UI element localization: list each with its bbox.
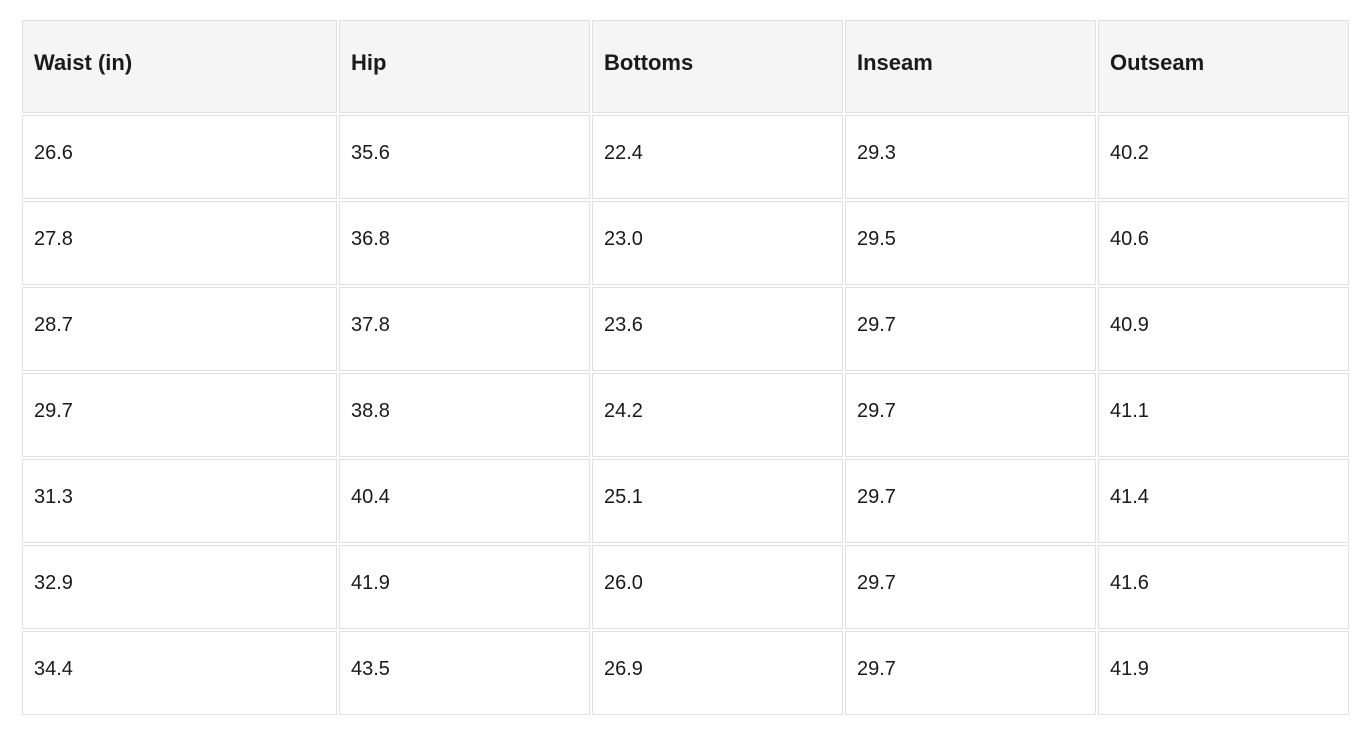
cell-hip: 43.5	[339, 631, 590, 715]
cell-outseam: 40.2	[1098, 115, 1349, 199]
column-header-inseam: Inseam	[845, 20, 1096, 113]
cell-hip: 36.8	[339, 201, 590, 285]
cell-hip: 41.9	[339, 545, 590, 629]
cell-inseam: 29.7	[845, 373, 1096, 457]
cell-outseam: 40.9	[1098, 287, 1349, 371]
cell-bottoms: 22.4	[592, 115, 843, 199]
table-row: 29.7 38.8 24.2 29.7 41.1	[22, 373, 1349, 457]
cell-waist: 28.7	[22, 287, 337, 371]
size-chart-table: Waist (in) Hip Bottoms Inseam Outseam 26…	[20, 18, 1351, 717]
cell-outseam: 41.9	[1098, 631, 1349, 715]
table-row: 32.9 41.9 26.0 29.7 41.6	[22, 545, 1349, 629]
table-row: 26.6 35.6 22.4 29.3 40.2	[22, 115, 1349, 199]
cell-outseam: 41.6	[1098, 545, 1349, 629]
cell-bottoms: 25.1	[592, 459, 843, 543]
cell-inseam: 29.7	[845, 545, 1096, 629]
cell-bottoms: 23.0	[592, 201, 843, 285]
cell-outseam: 41.4	[1098, 459, 1349, 543]
cell-inseam: 29.7	[845, 631, 1096, 715]
table-row: 34.4 43.5 26.9 29.7 41.9	[22, 631, 1349, 715]
cell-outseam: 41.1	[1098, 373, 1349, 457]
table-row: 31.3 40.4 25.1 29.7 41.4	[22, 459, 1349, 543]
cell-bottoms: 24.2	[592, 373, 843, 457]
table-row: 27.8 36.8 23.0 29.5 40.6	[22, 201, 1349, 285]
column-header-bottoms: Bottoms	[592, 20, 843, 113]
cell-waist: 31.3	[22, 459, 337, 543]
table-body: 26.6 35.6 22.4 29.3 40.2 27.8 36.8 23.0 …	[22, 115, 1349, 715]
column-header-waist: Waist (in)	[22, 20, 337, 113]
cell-inseam: 29.7	[845, 287, 1096, 371]
cell-waist: 32.9	[22, 545, 337, 629]
cell-hip: 37.8	[339, 287, 590, 371]
cell-inseam: 29.5	[845, 201, 1096, 285]
cell-outseam: 40.6	[1098, 201, 1349, 285]
cell-bottoms: 26.0	[592, 545, 843, 629]
table-header-row: Waist (in) Hip Bottoms Inseam Outseam	[22, 20, 1349, 113]
cell-waist: 26.6	[22, 115, 337, 199]
cell-inseam: 29.7	[845, 459, 1096, 543]
cell-hip: 38.8	[339, 373, 590, 457]
cell-waist: 29.7	[22, 373, 337, 457]
cell-hip: 35.6	[339, 115, 590, 199]
cell-waist: 27.8	[22, 201, 337, 285]
cell-waist: 34.4	[22, 631, 337, 715]
column-header-outseam: Outseam	[1098, 20, 1349, 113]
table-row: 28.7 37.8 23.6 29.7 40.9	[22, 287, 1349, 371]
column-header-hip: Hip	[339, 20, 590, 113]
cell-hip: 40.4	[339, 459, 590, 543]
cell-bottoms: 23.6	[592, 287, 843, 371]
cell-inseam: 29.3	[845, 115, 1096, 199]
cell-bottoms: 26.9	[592, 631, 843, 715]
